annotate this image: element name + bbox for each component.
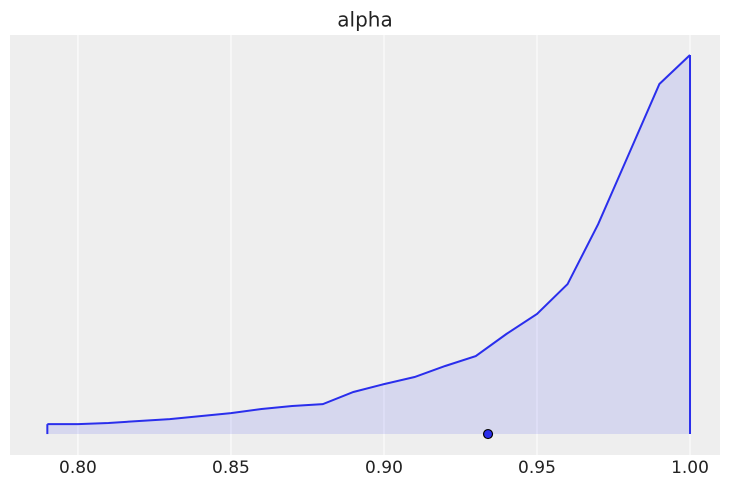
density-area <box>47 55 691 435</box>
x-tick-label: 0.90 <box>365 458 403 478</box>
x-tick-label: 0.95 <box>518 458 556 478</box>
plot-area <box>10 35 720 455</box>
density-line <box>47 54 691 426</box>
mean-point <box>482 428 494 440</box>
x-tick-label: 1.00 <box>671 458 709 478</box>
x-tick-label: 0.85 <box>212 458 250 478</box>
x-tick-label: 0.80 <box>59 458 97 478</box>
chart-title: alpha <box>337 8 392 32</box>
